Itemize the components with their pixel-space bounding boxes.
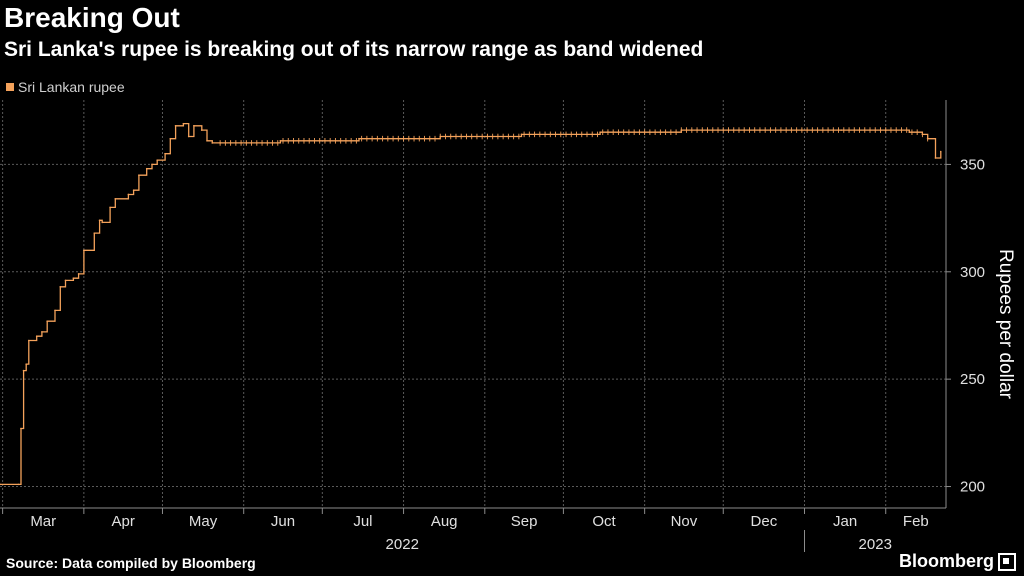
source-note: Source: Data compiled by Bloomberg [6, 555, 256, 571]
series-point [156, 159, 159, 161]
legend-swatch [6, 83, 14, 91]
series-point [520, 133, 523, 136]
series-point [98, 219, 101, 222]
series-point [35, 335, 38, 338]
x-tick-label: Nov [671, 513, 698, 530]
x-tick-label: Dec [751, 513, 778, 530]
series-point [72, 277, 75, 280]
series-point [169, 137, 172, 140]
series-point [934, 157, 937, 159]
y-axis-title: Rupees per dollar [995, 249, 1016, 400]
series-point [439, 135, 442, 138]
year-label: 2023 [859, 536, 892, 553]
series-point [164, 152, 166, 155]
series-point [182, 122, 185, 125]
series-point [20, 427, 22, 430]
series-point [174, 124, 177, 127]
legend-label: Sri Lankan rupee [18, 79, 125, 95]
series-point [28, 339, 30, 342]
x-tick-label: Jun [271, 513, 295, 530]
series-point [759, 129, 761, 131]
series-point [840, 129, 842, 131]
series-point [680, 129, 683, 131]
series-point [77, 273, 80, 275]
x-tick-label: May [189, 513, 218, 530]
y-tick-label: 200 [960, 479, 985, 496]
series-point [211, 142, 214, 144]
series-point [54, 309, 56, 312]
year-label: 2022 [386, 536, 419, 553]
series-point [145, 167, 148, 170]
series-point [279, 140, 282, 142]
axes [0, 100, 947, 509]
series-point [187, 135, 190, 138]
brand-logo: Bloomberg [899, 551, 1016, 572]
series-point [22, 369, 25, 372]
series-point [25, 363, 28, 365]
series-point [219, 142, 221, 144]
series-point [46, 320, 48, 322]
series-point [206, 140, 208, 142]
series-point [599, 131, 601, 134]
series-point [908, 131, 911, 134]
series-point [151, 163, 153, 166]
bloomberg-square-icon [998, 552, 1016, 571]
x-tick-label: Feb [903, 513, 929, 530]
series-point [17, 483, 20, 486]
series-layer [0, 122, 942, 486]
series-point [64, 279, 67, 282]
x-tick-label: Oct [592, 513, 616, 530]
series-point [138, 174, 140, 176]
series-point [921, 133, 924, 136]
grid [0, 100, 951, 552]
series-point [41, 331, 43, 333]
series-point [109, 206, 111, 209]
tick-labels: 200 250 300 350 Mar Apr May Jun Jul Aug Sep Oct Nov D… [30, 156, 985, 553]
series-point [939, 150, 942, 153]
legend: Sri Lankan rupee [6, 79, 125, 95]
brand-name: Bloomberg [898, 551, 994, 571]
y-tick-label: 350 [960, 156, 985, 173]
series-point [93, 232, 96, 234]
series-point [358, 137, 360, 140]
x-tick-label: Jan [833, 513, 857, 530]
series-point [0, 483, 1, 486]
series-point [132, 189, 135, 191]
series-point [193, 124, 195, 127]
chart-title: Breaking Out [4, 2, 180, 33]
series-point [83, 249, 85, 252]
y-tick-label: 250 [960, 371, 985, 388]
series-point [59, 286, 62, 288]
series-line [0, 122, 942, 486]
x-tick-label: Jul [353, 513, 372, 530]
x-tick-label: Mar [30, 513, 56, 530]
series-point [101, 221, 103, 224]
y-tick-label: 300 [960, 264, 985, 281]
chart-subtitle: Sri Lanka's rupee is breaking out of its… [4, 38, 704, 61]
x-tick-label: Apr [111, 513, 134, 530]
series-point [200, 129, 203, 131]
series-point [114, 197, 117, 200]
x-tick-label: Aug [431, 513, 458, 530]
series-point [884, 129, 887, 131]
x-tick-label: Sep [511, 513, 538, 530]
series-point [127, 193, 130, 196]
series-point [926, 137, 929, 140]
